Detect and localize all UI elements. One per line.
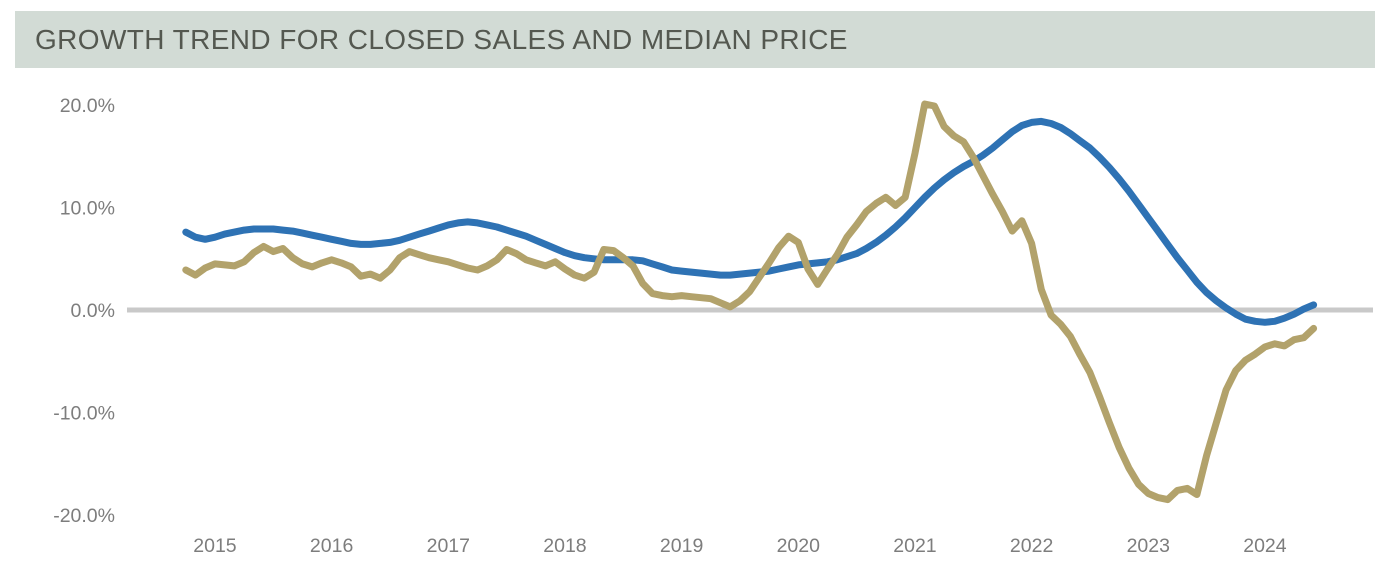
y-axis-tick-label: -20.0% (53, 505, 115, 527)
x-axis-tick-label: 2020 (777, 535, 821, 557)
y-axis-tick-label: -10.0% (53, 403, 115, 425)
y-axis-tick-label: 0.0% (71, 300, 115, 322)
x-axis-tick-label: 2024 (1243, 535, 1287, 557)
x-axis-tick-label: 2023 (1127, 535, 1170, 557)
y-axis-tick-label: 20.0% (60, 95, 115, 117)
x-axis-tick-label: 2016 (310, 535, 353, 557)
x-axis-tick-label: 2022 (1010, 535, 1053, 557)
x-axis-tick-label: 2015 (193, 535, 237, 557)
chart-title: GROWTH TREND FOR CLOSED SALES AND MEDIAN… (35, 23, 848, 55)
x-axis-tick-label: 2019 (660, 535, 703, 557)
series-line-median-price (182, 117, 1318, 326)
chart-title-bar: GROWTH TREND FOR CLOSED SALES AND MEDIAN… (15, 11, 1375, 68)
x-axis-tick-label: 2018 (543, 535, 586, 557)
y-axis-tick-label: 10.0% (60, 198, 115, 220)
x-axis-tick-label: 2021 (893, 535, 936, 557)
series-line-closed-sales (182, 100, 1318, 504)
x-axis-tick-label: 2017 (427, 535, 470, 557)
